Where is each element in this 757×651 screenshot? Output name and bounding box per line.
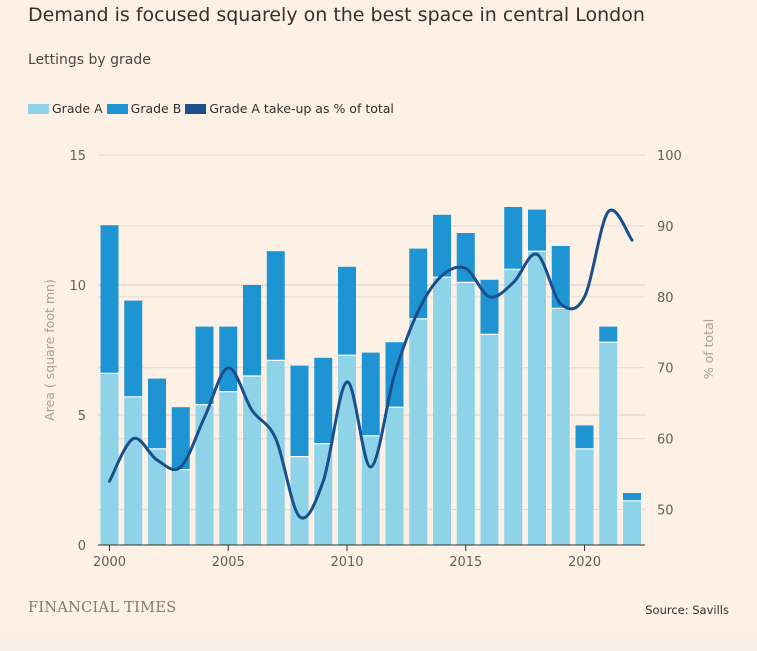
bar-grade-b-2019 <box>551 246 570 309</box>
bar-grade-a-2012 <box>385 407 404 545</box>
bar-grade-b-2009 <box>314 357 333 444</box>
bar-grade-b-2017 <box>504 207 523 270</box>
axes: 0 5 10 15 50 60 70 80 90 100 2000 2005 2010 2015 2020 A… <box>42 149 716 570</box>
bar-grade-b-2016 <box>480 279 499 335</box>
legend-swatch-take-up <box>185 103 207 114</box>
legend-item-grade-b: Grade B <box>106 101 182 116</box>
bar-grade-a-2015 <box>456 282 475 545</box>
right-tick-label-100: 100 <box>657 149 682 164</box>
right-tick-label-70: 70 <box>657 362 674 377</box>
bar-grade-a-2020 <box>575 448 594 545</box>
right-tick-label-90: 90 <box>657 220 674 235</box>
left-tick-label-0: 0 <box>78 539 86 554</box>
bar-grade-a-2002 <box>148 448 166 545</box>
bar-grade-b-2010 <box>338 266 356 356</box>
bar-grade-b-2008 <box>290 365 309 457</box>
ft-logo: FINANCIAL TIMES <box>28 600 177 616</box>
legend-label-grade-b: Grade B <box>130 101 182 116</box>
bar-grade-a-2001 <box>124 396 143 545</box>
bar-grade-a-2022 <box>623 500 641 545</box>
left-axis-title: Area ( square foot mn) <box>42 279 57 421</box>
chart-subtitle: Lettings by grade <box>28 52 151 68</box>
legend-swatch-grade-b <box>106 103 128 114</box>
legend-label-take-up: Grade A take-up as % of total <box>209 101 394 116</box>
bar-grade-b-2003 <box>171 407 190 470</box>
x-tick-label-2020: 2020 <box>568 555 601 570</box>
bar-grade-a-2007 <box>266 360 285 545</box>
bar-grade-a-2018 <box>528 251 546 545</box>
bars <box>100 207 641 545</box>
legend-label-grade-a: Grade A <box>52 101 103 116</box>
bar-grade-b-2015 <box>456 233 475 283</box>
bar-grade-b-2007 <box>266 251 285 361</box>
bar-grade-b-2001 <box>124 300 143 397</box>
source-note: Source: Savills <box>645 603 729 617</box>
bar-grade-a-2004 <box>195 404 214 545</box>
x-tick-label-2010: 2010 <box>330 555 363 570</box>
bar-grade-a-2003 <box>171 469 190 545</box>
x-tick-label-2000: 2000 <box>93 555 126 570</box>
bar-grade-b-2004 <box>195 326 214 405</box>
take-up-line-path <box>108 208 634 520</box>
bar-grade-b-2006 <box>243 285 261 376</box>
left-tick-label-10: 10 <box>69 279 86 294</box>
left-tick-label-5: 5 <box>78 409 86 424</box>
bar-grade-a-2021 <box>599 342 618 545</box>
bar-grade-b-2000 <box>100 225 119 374</box>
bar-grade-a-2008 <box>290 456 309 545</box>
bar-grade-b-2021 <box>599 326 618 343</box>
bar-grade-b-2005 <box>219 326 238 392</box>
bar-grade-a-2010 <box>338 355 356 545</box>
bar-grade-b-2011 <box>361 352 380 436</box>
bar-grade-b-2002 <box>148 378 166 449</box>
right-tick-label-80: 80 <box>657 291 674 306</box>
right-axis-title: % of total <box>701 319 716 379</box>
legend-item-take-up: Grade A take-up as % of total <box>185 101 394 116</box>
legend: Grade A Grade B Grade A take-up as % of … <box>28 101 398 116</box>
right-tick-label-60: 60 <box>657 433 674 448</box>
bar-grade-b-2022 <box>623 493 641 501</box>
right-tick-label-50: 50 <box>657 504 674 519</box>
x-tick-label-2015: 2015 <box>449 555 482 570</box>
bar-grade-a-2006 <box>243 376 261 545</box>
bar-grade-a-2016 <box>480 334 499 545</box>
bottom-band <box>0 628 757 651</box>
bar-grade-a-2014 <box>433 277 451 545</box>
bar-grade-a-2005 <box>219 391 238 545</box>
x-tick-label-2005: 2005 <box>212 555 245 570</box>
bar-grade-a-2019 <box>551 308 570 545</box>
left-tick-label-15: 15 <box>69 149 86 164</box>
bar-grade-a-2013 <box>409 318 428 545</box>
bar-grade-a-2017 <box>504 269 523 545</box>
take-up-line <box>108 208 634 520</box>
bar-grade-b-2020 <box>575 425 594 449</box>
chart-title: Demand is focused squarely on the best s… <box>28 4 645 26</box>
legend-swatch-grade-a <box>28 103 49 114</box>
bar-grade-b-2014 <box>433 214 451 278</box>
bar-grade-b-2018 <box>528 209 546 252</box>
legend-item-grade-a: Grade A <box>28 101 103 116</box>
bar-grade-a-2000 <box>100 373 119 545</box>
